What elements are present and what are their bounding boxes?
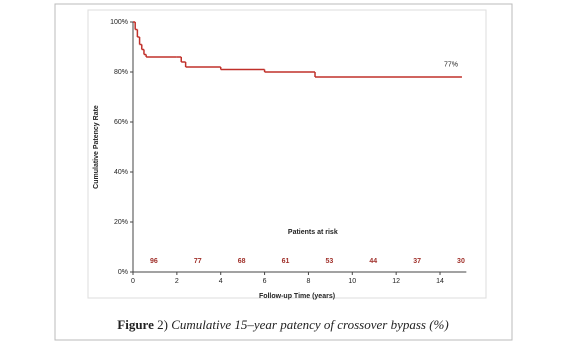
y-tick-label: 60% — [114, 119, 128, 126]
caption-text: Cumulative 15–year patency of crossover … — [171, 317, 449, 332]
x-tick-label: 0 — [131, 278, 135, 285]
risk-value: 77 — [194, 258, 202, 265]
figure-frame — [54, 3, 513, 341]
y-tick-label: 100% — [110, 19, 128, 26]
annotation: 77% — [444, 61, 458, 68]
x-tick-label: 4 — [219, 278, 223, 285]
y-tick-label: 40% — [114, 169, 128, 176]
risk-value: 68 — [238, 258, 246, 265]
x-tick-label: 2 — [175, 278, 179, 285]
risk-value: 37 — [413, 258, 421, 265]
y-tick-label: 80% — [114, 69, 128, 76]
x-tick-label: 6 — [263, 278, 267, 285]
risk-value: 44 — [369, 258, 377, 265]
x-tick-label: 10 — [348, 278, 356, 285]
risk-value: 30 — [457, 258, 465, 265]
x-axis-label: Follow-up Time (years) — [259, 293, 335, 300]
chart-frame — [87, 9, 487, 299]
y-tick-label: 20% — [114, 219, 128, 226]
caption-number: 2) — [157, 317, 168, 332]
risk-value: 96 — [150, 258, 158, 265]
x-tick-label: 12 — [392, 278, 400, 285]
risk-table-title: Patients at risk — [288, 229, 338, 236]
x-tick-label: 8 — [306, 278, 310, 285]
caption: Figure 2) Cumulative 15–year patency of … — [117, 317, 448, 332]
caption-label: Figure — [117, 317, 154, 332]
y-tick-label: 0% — [118, 269, 128, 276]
y-axis-label: Cumulative Patency Rate — [93, 105, 100, 189]
x-tick-label: 14 — [436, 278, 444, 285]
plot: 0%20%40%60%80%100%0 2 4 6 8 10 12 1477%Patients… — [110, 19, 467, 285]
risk-value: 61 — [282, 258, 290, 265]
risk-value: 53 — [325, 258, 333, 265]
